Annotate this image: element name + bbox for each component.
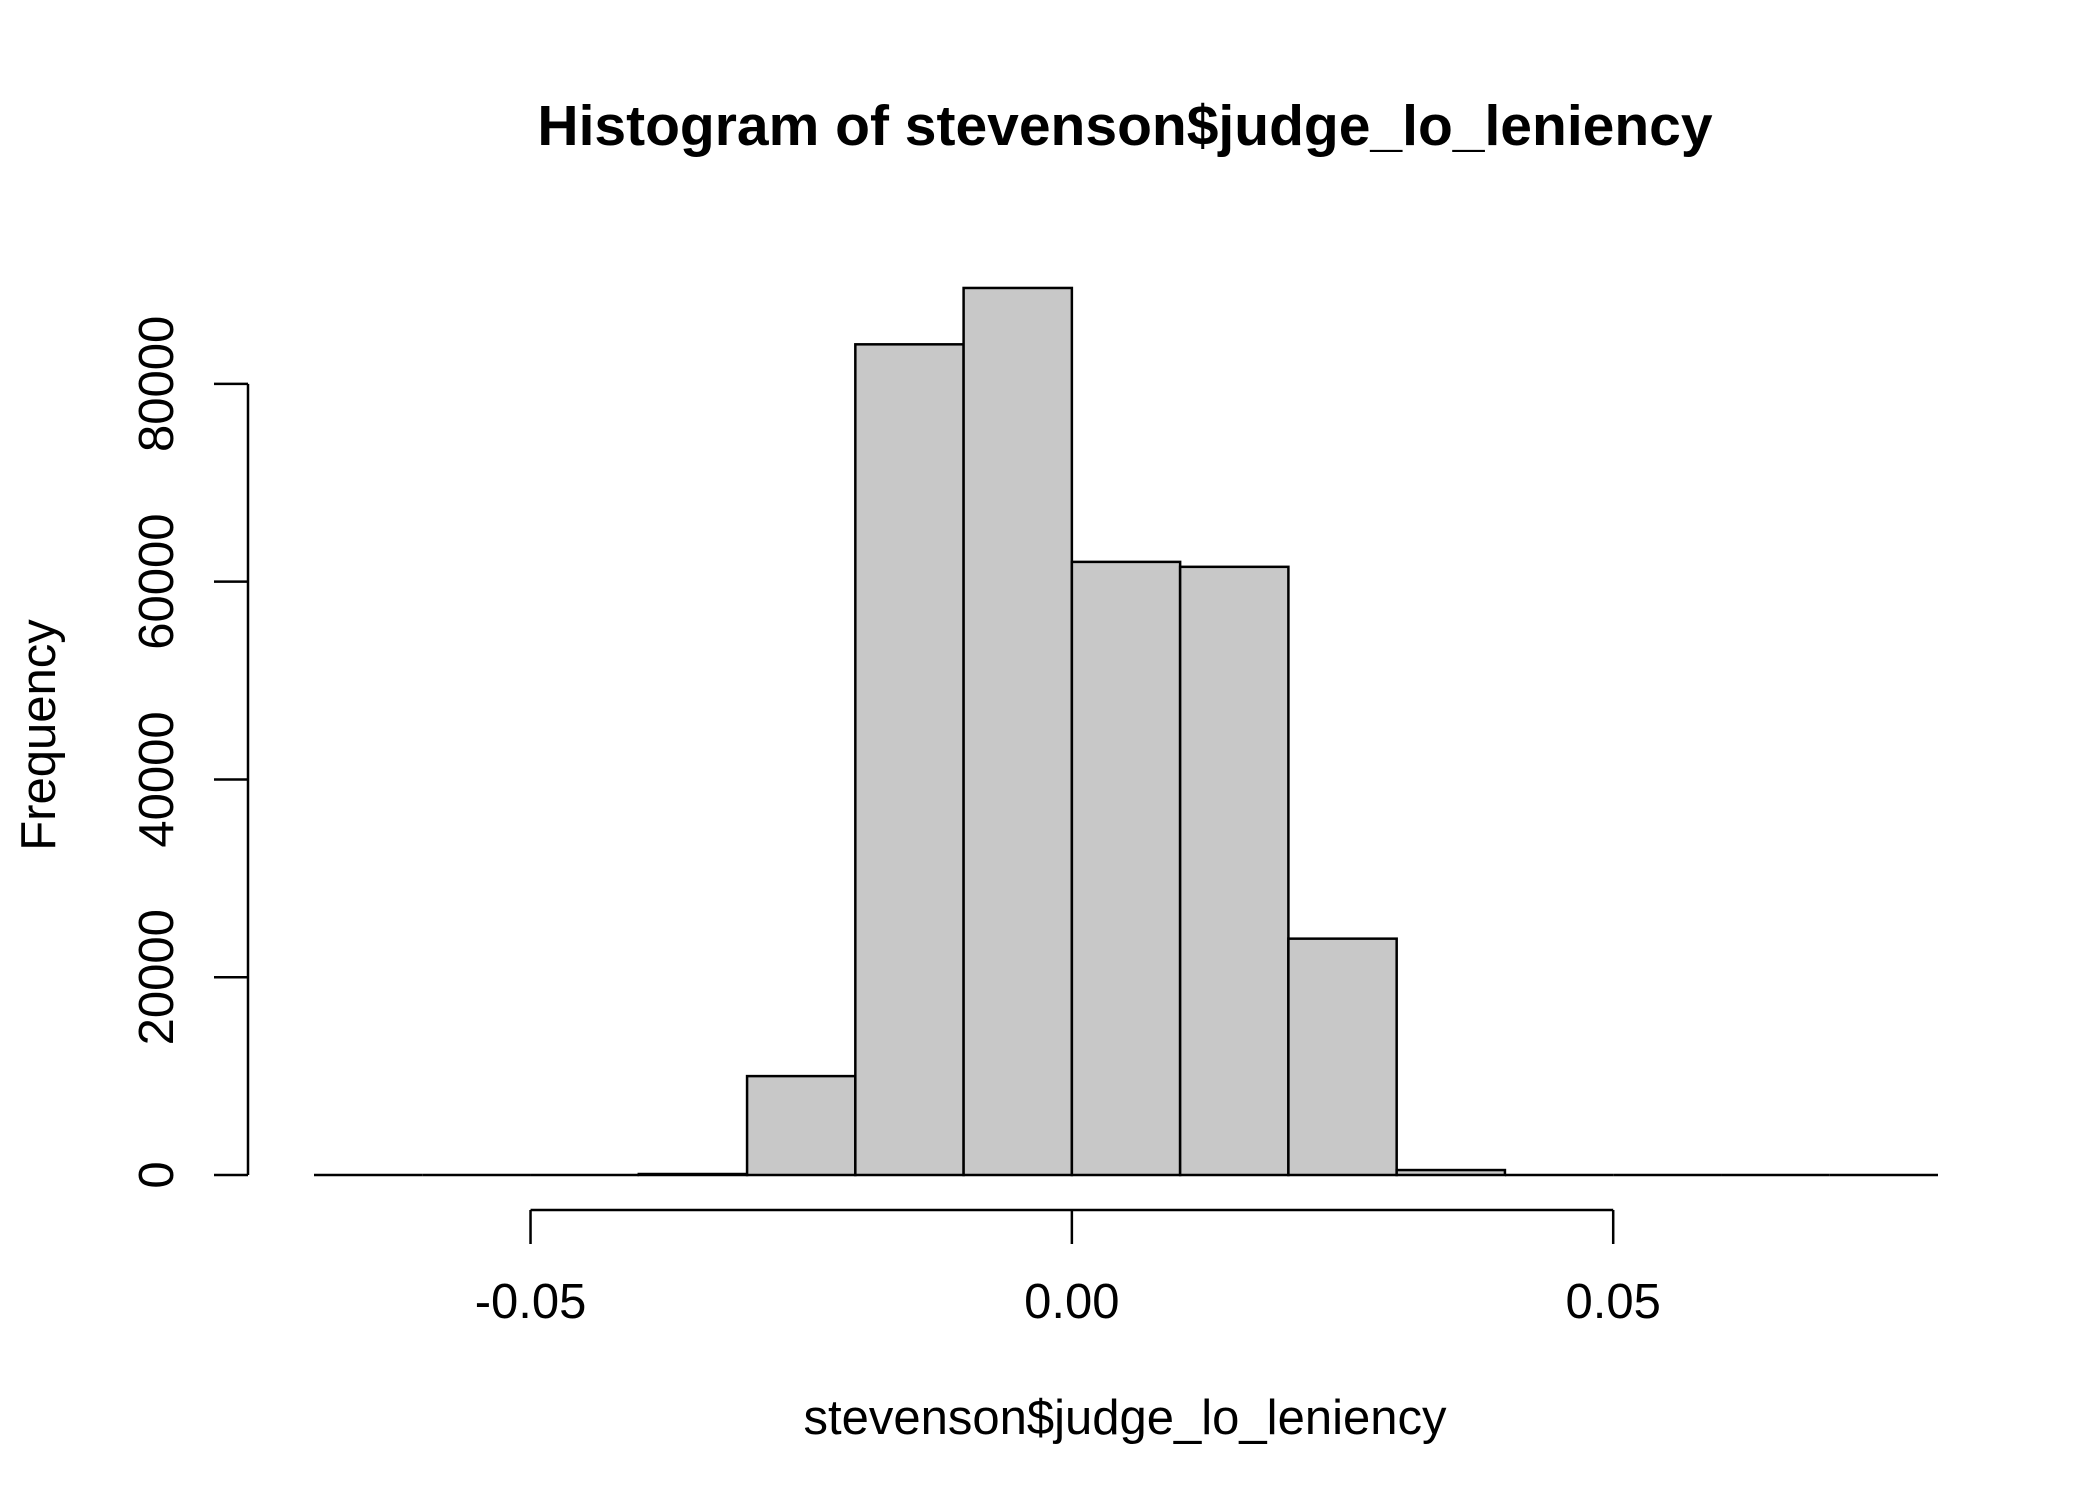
y-tick-label: 20000 [130,909,184,1045]
x-tick-label: -0.05 [475,1275,587,1329]
x-tick-label: 0.00 [1024,1275,1119,1329]
y-tick-label: 40000 [130,711,184,847]
x-tick-label: 0.05 [1566,1275,1661,1329]
histogram-bar [1287,937,1398,1177]
x-axis-title: stevenson$judge_lo_leniency [804,1391,1447,1445]
chart-title: Histogram of stevenson$judge_lo_leniency [537,94,1712,158]
y-axis: 0 20000 40000 60000 80000 [130,316,250,1189]
x-axis: -0.05 0.00 0.05 [475,1208,1661,1329]
y-tick-label: 60000 [130,514,184,650]
histogram-bar [745,1074,857,1177]
y-axis-title: Frequency [12,619,66,851]
histogram-bar [962,286,1074,1177]
histogram-bar [1395,1168,1507,1177]
histogram-bar [1070,560,1182,1177]
histogram-bar [1178,565,1290,1177]
y-tick-label: 80000 [130,316,184,452]
y-tick-label: 0 [130,1161,184,1188]
histogram-bars [314,286,1938,1177]
histogram-bar [854,343,965,1177]
histogram-bar [637,1172,749,1177]
